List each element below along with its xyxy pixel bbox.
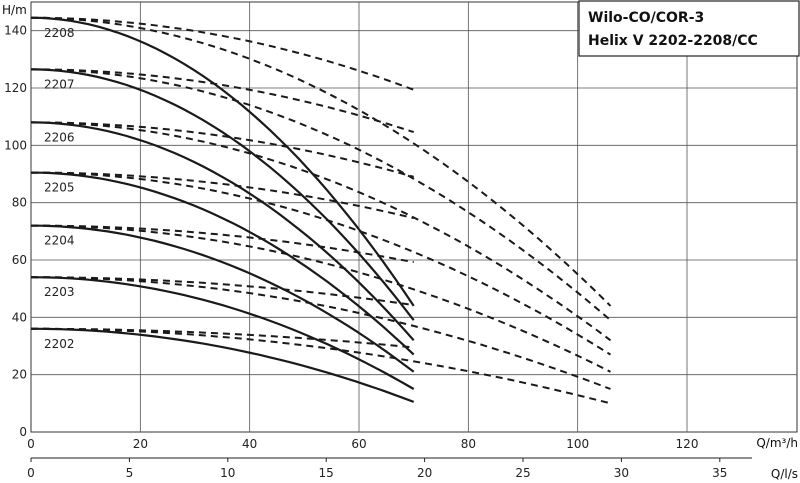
x2-tick-label: 30 xyxy=(614,466,629,480)
y-tick-label: 0 xyxy=(19,425,27,439)
curve-2205-parallel xyxy=(30,171,612,356)
x2-tick-label: 10 xyxy=(220,466,235,480)
axes: 0 20 40 60 80 100 120 140 0 20 40 60 80 100 120 0 5 10 15 2… xyxy=(4,24,752,480)
curve-2205-one-pump xyxy=(30,171,415,356)
curve-2207-two-pumps xyxy=(31,68,415,134)
x2-tick-label: 20 xyxy=(417,466,432,480)
curve-2203-parallel xyxy=(30,276,611,390)
y-tick-label: 40 xyxy=(12,310,27,324)
curve-2206-two-pumps xyxy=(30,121,414,178)
curve-2203-two-pumps xyxy=(31,276,414,307)
curve-2208-two-pumps xyxy=(31,16,415,91)
y-tick-label: 140 xyxy=(4,24,27,38)
curve-2206-parallel xyxy=(30,121,612,342)
y-tick-label: 60 xyxy=(12,253,27,267)
curves xyxy=(30,16,612,405)
y-tick-label: 80 xyxy=(12,196,27,210)
curve-2204-parallel xyxy=(30,224,611,373)
y-tick-label: 120 xyxy=(4,81,27,95)
curve-2202-one-pump xyxy=(31,327,415,403)
curve-2207-parallel xyxy=(30,68,612,321)
x-tick-label: 80 xyxy=(461,437,476,451)
curve-label-2205: 2205 xyxy=(44,181,75,195)
curve-2203-one-pump xyxy=(30,276,415,390)
x-tick-label: 40 xyxy=(242,437,257,451)
curve-2205-two-pumps xyxy=(31,171,414,220)
x-tick-label: 60 xyxy=(351,437,366,451)
x-tick-label: 20 xyxy=(133,437,148,451)
plot-frame xyxy=(30,1,798,433)
y-tick-label: 20 xyxy=(12,368,27,382)
curve-label-2203: 2203 xyxy=(44,285,75,299)
curve-2208-one-pump xyxy=(30,16,415,307)
x2-tick-label: 15 xyxy=(319,466,334,480)
curve-label-2208: 2208 xyxy=(44,26,75,40)
y-tick-label: 100 xyxy=(4,138,27,152)
title-line-1: Wilo-CO/COR-3 xyxy=(588,10,704,26)
curve-label-2206: 2206 xyxy=(44,130,75,144)
curve-2204-one-pump xyxy=(30,224,415,373)
curve-label-2207: 2207 xyxy=(44,77,75,91)
x-axis-title: Q/m³/h xyxy=(756,436,798,450)
curve-2208-parallel xyxy=(30,16,612,307)
title-box: Wilo-CO/COR-3 Helix V 2202-2208/CC xyxy=(578,0,800,57)
curve-2202-two-pumps xyxy=(31,327,414,349)
curve-2207-one-pump xyxy=(30,68,415,321)
curve-labels: 2202 2203 2204 2205 2206 2207 2208 xyxy=(44,26,75,351)
title-line-2: Helix V 2202-2208/CC xyxy=(588,33,758,49)
x2-tick-label: 25 xyxy=(515,466,530,480)
x2-tick-label: 5 xyxy=(126,466,134,480)
x2-tick-label: 35 xyxy=(712,466,727,480)
x-tick-label: 100 xyxy=(566,437,589,451)
x2-tick-label: 0 xyxy=(27,466,35,480)
curve-label-2202: 2202 xyxy=(44,337,75,351)
x-tick-label: 120 xyxy=(676,437,699,451)
x2-axis-title: Q/l/s xyxy=(771,467,798,481)
x-tick-label: 0 xyxy=(27,437,35,451)
curve-2204-two-pumps xyxy=(31,224,414,264)
grid xyxy=(30,1,798,433)
curve-2206-one-pump xyxy=(30,121,415,342)
y-axis-title: H/m xyxy=(2,3,27,17)
curve-label-2204: 2204 xyxy=(44,234,75,248)
